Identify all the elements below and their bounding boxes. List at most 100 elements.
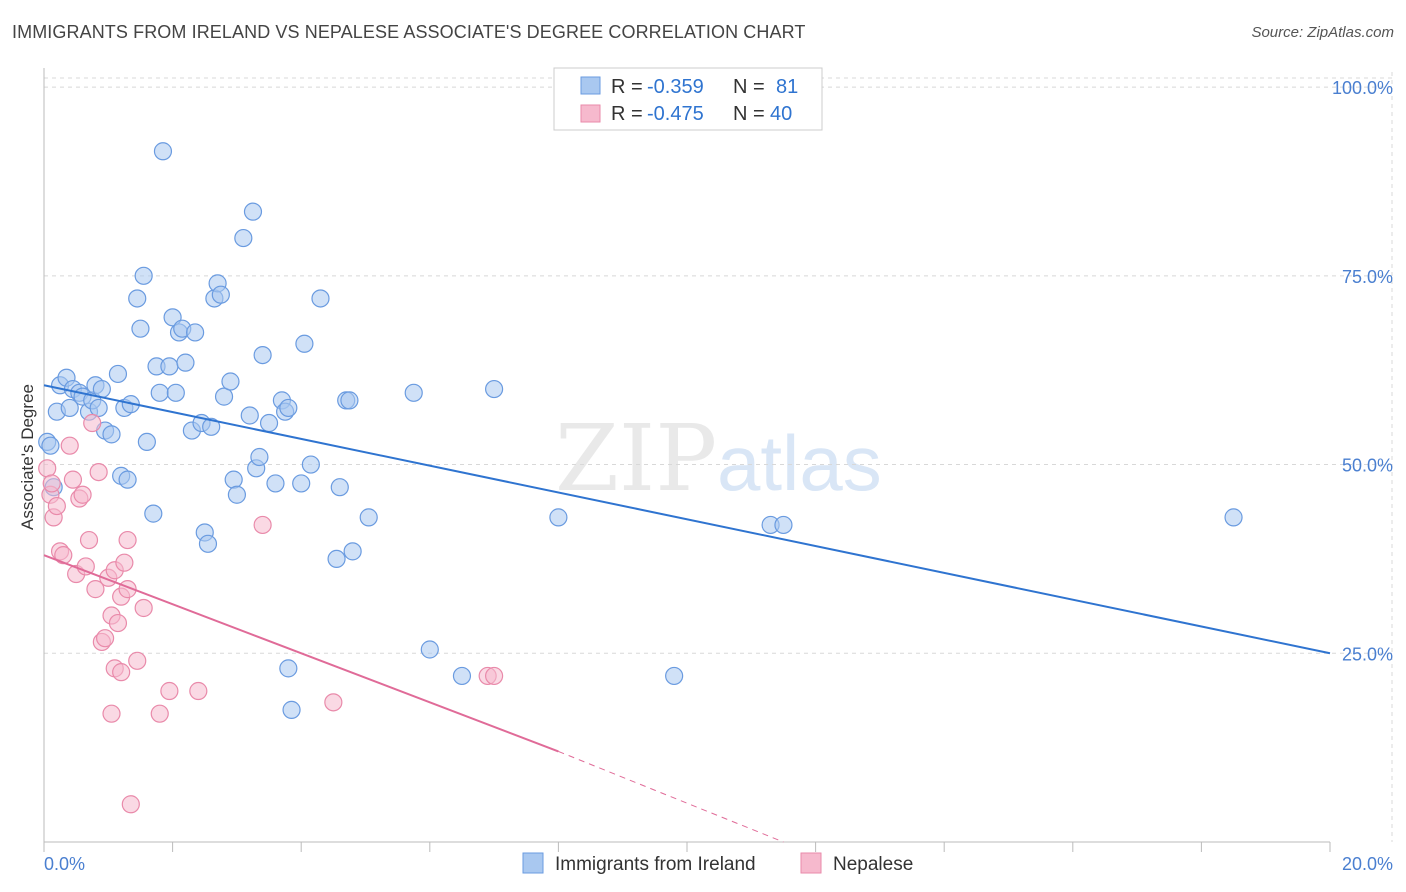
point-nepalese-39 <box>485 666 504 686</box>
stats-swatch-ireland <box>580 76 601 95</box>
tick-labels: 25.0% 50.0% 75.0% 100.0% 0.0% 20.0% <box>44 78 1393 874</box>
point-nepalese-35 <box>189 681 208 701</box>
stats-n-label-nepalese: N = <box>733 103 765 125</box>
point-ireland-28 <box>150 383 169 402</box>
stats-n-value-ireland: 81 <box>776 76 798 98</box>
trend-line-nepalese <box>43 554 559 753</box>
point-nepalese-28 <box>115 553 134 572</box>
point-ireland-35 <box>176 353 195 372</box>
point-ireland-40 <box>198 534 218 553</box>
point-ireland-45 <box>214 387 234 406</box>
watermark: ZIP atlas <box>555 405 882 512</box>
point-nepalese-37 <box>324 693 343 712</box>
legend-label-ireland: Immigrants from Ireland <box>555 854 756 875</box>
stats-r-label-ireland: R = <box>611 76 643 98</box>
point-nepalese-18 <box>95 629 115 648</box>
y-axis-label: Associate's Degree <box>18 384 37 530</box>
point-nepalese-14 <box>83 413 102 433</box>
y-tick-label-1: 50.0% <box>1342 456 1393 476</box>
point-ireland-60 <box>279 659 298 678</box>
stats-r-value-nepalese: -0.475 <box>647 103 704 125</box>
point-ireland-17 <box>108 364 128 384</box>
point-nepalese-33 <box>150 704 169 723</box>
stats-box: R = -0.359 N = 81 R = -0.475 N = 40 <box>553 67 823 131</box>
point-ireland-41 <box>202 417 221 436</box>
y-tick-label-0: 25.0% <box>1342 644 1393 664</box>
point-nepalese-6 <box>54 546 73 565</box>
point-nepalese-4 <box>47 496 66 516</box>
point-nepalese-25 <box>102 704 121 723</box>
point-ireland-23 <box>131 319 150 338</box>
point-ireland-51 <box>243 202 263 221</box>
point-ireland-80 <box>1224 508 1243 527</box>
point-nepalese-12 <box>76 557 95 576</box>
point-ireland-79 <box>774 515 793 535</box>
point-nepalese-7 <box>60 436 79 455</box>
legend-swatch-nepalese <box>800 852 822 874</box>
legend-label-nepalese: Nepalese <box>833 854 913 875</box>
trend-line-ireland <box>43 384 1331 655</box>
y-tick-label-3: 100.0% <box>1332 78 1393 98</box>
point-nepalese-11 <box>73 485 92 504</box>
stats-r-label-nepalese: R = <box>611 103 643 125</box>
point-ireland-16 <box>102 425 121 444</box>
stats-n-value-nepalese: 40 <box>770 103 792 125</box>
stats-n-label-ireland: N = <box>733 76 765 98</box>
point-ireland-65 <box>311 289 330 308</box>
point-ireland-76 <box>549 508 568 527</box>
point-ireland-55 <box>259 413 279 433</box>
point-ireland-50 <box>240 406 259 425</box>
legend: Immigrants from Ireland Nepalese <box>522 852 913 875</box>
point-ireland-32 <box>166 383 185 402</box>
point-ireland-14 <box>92 379 111 399</box>
point-ireland-61 <box>282 700 301 719</box>
point-ireland-1 <box>41 436 60 455</box>
point-ireland-13 <box>89 398 108 418</box>
stats-r-value-ireland: -0.359 <box>647 76 704 98</box>
chart-title: IMMIGRANTS FROM IRELAND VS NEPALESE ASSO… <box>12 22 806 42</box>
watermark-zip: ZIP <box>555 405 717 512</box>
point-ireland-72 <box>404 383 423 402</box>
point-ireland-37 <box>186 323 205 342</box>
point-nepalese-31 <box>128 651 147 670</box>
point-ireland-64 <box>301 455 320 474</box>
point-ireland-54 <box>253 345 272 365</box>
watermark-atlas: atlas <box>717 419 882 507</box>
x-tick-label-1: 20.0% <box>1342 854 1393 874</box>
point-ireland-56 <box>266 474 285 493</box>
series-ireland-points <box>38 142 1243 719</box>
point-ireland-59 <box>279 398 298 418</box>
point-nepalese-0 <box>38 459 57 478</box>
point-ireland-29 <box>153 142 173 161</box>
point-nepalese-2 <box>42 474 61 493</box>
point-ireland-49 <box>234 228 253 248</box>
point-nepalese-22 <box>108 613 128 633</box>
x-tick-label-0: 0.0% <box>44 854 85 874</box>
point-nepalese-29 <box>118 530 137 550</box>
point-ireland-25 <box>137 432 156 452</box>
point-nepalese-34 <box>160 681 179 701</box>
point-ireland-75 <box>485 379 504 399</box>
series-nepalese-points <box>38 413 504 814</box>
y-tick-label-2: 75.0% <box>1342 267 1393 287</box>
point-nepalese-30 <box>121 795 140 814</box>
point-ireland-77 <box>665 666 684 686</box>
point-nepalese-13 <box>79 530 99 550</box>
point-nepalese-8 <box>63 470 83 489</box>
point-ireland-26 <box>144 504 163 523</box>
legend-swatch-ireland <box>522 852 544 874</box>
point-nepalese-27 <box>112 663 131 682</box>
point-ireland-44 <box>211 285 230 304</box>
point-ireland-62 <box>292 474 311 493</box>
point-ireland-21 <box>118 470 137 489</box>
point-ireland-30 <box>160 357 179 376</box>
point-ireland-74 <box>452 666 472 686</box>
point-ireland-73 <box>420 640 439 659</box>
point-ireland-47 <box>224 470 243 489</box>
point-nepalese-36 <box>253 515 272 535</box>
point-ireland-71 <box>359 508 378 527</box>
point-nepalese-32 <box>134 598 153 618</box>
point-ireland-6 <box>60 398 79 418</box>
point-ireland-63 <box>295 334 314 353</box>
